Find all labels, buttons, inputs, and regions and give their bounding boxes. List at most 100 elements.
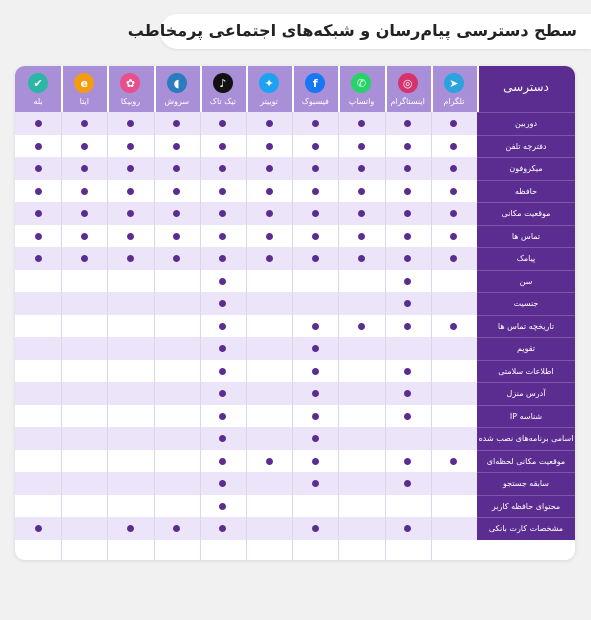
access-dot [127,165,134,172]
app-name: روبیکا [120,97,141,106]
access-dot [80,187,88,195]
permission-label: اسامی برنامه‌های نصب شده [477,427,575,450]
table-row: شناسه IP [15,404,575,427]
access-dot [127,142,134,150]
access-dot [80,142,88,150]
access-dot [404,255,412,262]
access-dot [219,525,227,532]
access-dot [219,120,227,127]
access-dot [34,255,42,262]
access-dot [404,142,412,150]
access-dot [127,120,134,127]
column-divider [430,112,432,560]
access-dot [219,187,227,195]
access-dot [80,255,88,262]
access-dot [358,165,365,172]
access-dot [80,232,88,240]
access-dot [34,165,42,172]
access-dot [450,120,458,127]
access-dot [311,345,319,352]
table-row: سن [15,269,575,292]
access-dot [173,525,181,532]
table-row: حافظه [15,179,575,202]
column-divider [338,112,340,560]
access-dot [311,232,319,240]
access-dot [127,232,134,240]
access-dot [34,525,42,532]
access-dot [311,435,319,442]
column-header-permission: دسترسی [477,66,575,112]
column-header-soroush: ◖ سروش [153,66,202,112]
access-dot [404,322,412,330]
access-dot [358,322,365,330]
permission-label: محتوای حافظه کاربر [477,494,575,517]
app-name: تیک تاک [209,97,236,106]
table-row: اطلاعات سلامتی [15,359,575,382]
table-row: موقعیت مکانی [15,202,575,225]
column-header-whatsapp: ✆ واتساپ [338,66,387,112]
access-dot [404,120,412,127]
access-dot [404,210,412,217]
permissions-table: دسترسی ➤ تلگرام ◎ اینستاگرام ✆ واتساپ f فیسبوک ✦… [15,66,575,560]
access-dot [404,300,412,307]
table-row: دفترچه تلفن [15,134,575,157]
access-dot [311,322,319,330]
table-row: جنسیت [15,292,575,315]
access-dot [404,367,412,375]
instagram-icon: ◎ [397,73,418,93]
permission-label: پیامک [477,247,575,270]
column-header-instagram: ◎ اینستاگرام [384,66,433,112]
app-name: تلگرام [443,97,465,106]
access-dot [311,142,319,150]
access-dot [450,322,458,330]
column-header-tiktok: ♪ تیک تاک [199,66,248,112]
access-dot [127,255,134,262]
column-divider [153,112,155,560]
access-dot [404,457,412,465]
table-row: دوربین [15,112,575,135]
table-row: پیامک [15,247,575,270]
table-row: اسامی برنامه‌های نصب شده [15,427,575,450]
access-dot [265,255,273,262]
access-dot [265,120,273,127]
access-dot [450,165,458,172]
table-row: تماس ها [15,224,575,247]
permission-label: تماس ها [477,224,575,247]
access-dot [265,210,273,217]
access-dot [311,412,319,420]
access-dot [265,165,273,172]
access-dot [358,120,365,127]
permission-label: موقعیت مکانی [477,202,575,225]
column-header-facebook: f فیسبوک [292,66,341,112]
access-dot [358,142,365,150]
permission-label: سن [477,269,575,292]
access-dot [404,412,412,420]
access-dot [404,277,412,285]
column-divider [292,112,294,560]
access-dot [127,210,134,217]
column-header-rubika: ✿ روبیکا [107,66,156,112]
column-header-bale: ✔ بله [15,66,64,112]
access-dot [219,142,227,150]
access-dot [358,210,365,217]
app-name: فیسبوک [301,97,329,106]
soroush-icon: ◖ [166,73,187,93]
app-name: بله [33,97,43,106]
column-divider [199,112,201,560]
access-dot [34,187,42,195]
permission-label: جنسیت [477,292,575,315]
access-dot [173,120,181,127]
access-dot [219,277,227,285]
table-row: تاریخچه تماس ها [15,314,575,337]
access-dot [219,435,227,442]
app-name: ایتا [79,97,89,106]
access-dot [404,525,412,532]
access-dot [219,390,227,397]
access-dot [404,165,412,172]
permission-label: تقویم [477,337,575,360]
permission-label: موقعیت مکانی لحظه‌ای [477,449,575,472]
access-dot [173,255,181,262]
access-dot [173,165,181,172]
bale-icon: ✔ [28,73,49,93]
access-dot [450,255,458,262]
